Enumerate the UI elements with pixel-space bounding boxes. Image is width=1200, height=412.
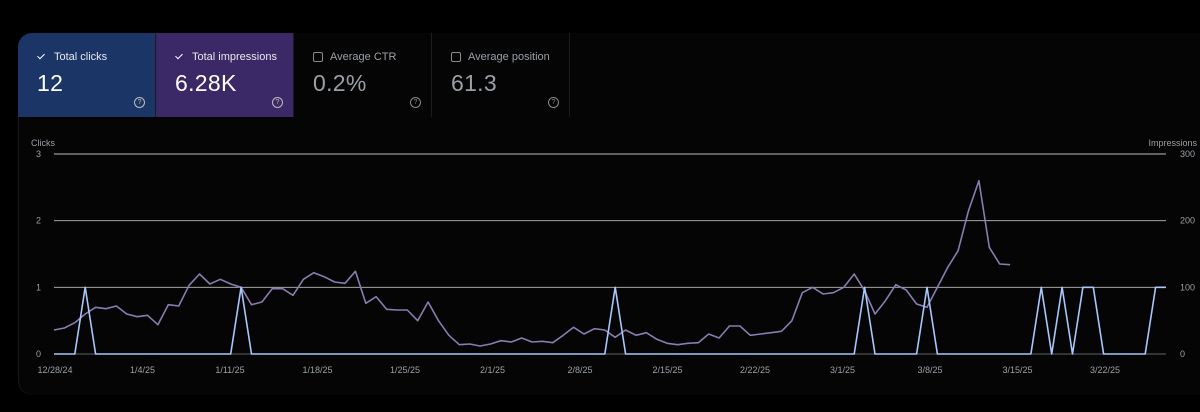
checkbox-icon[interactable] [313,52,323,62]
x-tick-label: 3/1/25 [830,365,855,375]
x-tick-label: 1/4/25 [130,365,155,375]
left-tick-label: 3 [36,149,41,159]
x-tick-label: 3/22/25 [1090,365,1120,375]
help-icon[interactable]: ? [548,97,559,108]
help-icon[interactable]: ? [272,97,283,108]
x-tick-label: 2/8/25 [567,365,592,375]
metric-cards: Total clicks 12 ? Total impressions 6.28… [18,33,570,117]
left-tick-label: 0 [36,349,41,359]
x-tick-label: 2/1/25 [480,365,505,375]
average-position-card[interactable]: Average position 61.3 ? [432,33,570,117]
right-tick-label: 100 [1180,282,1195,292]
axis-labels: Clicks Impressions 0 1 2 3 0 100 200 300 12/28/2… [31,138,1198,375]
metric-label: Average position [468,51,550,63]
performance-panel: Total clicks 12 ? Total impressions 6.28… [18,33,1200,395]
metric-label: Average CTR [330,51,397,63]
metric-value: 0.2% [313,70,367,96]
metric-value: 61.3 [451,70,497,96]
average-ctr-card[interactable]: Average CTR 0.2% ? [294,33,432,117]
metric-label: Total clicks [54,51,108,63]
help-icon[interactable]: ? [134,97,145,108]
series-line-impressions [53,179,1011,347]
left-axis-label: Clicks [31,138,55,148]
right-axis-label: Impressions [1148,138,1197,148]
x-tick-label: 12/28/24 [37,365,72,375]
total-impressions-card[interactable]: Total impressions 6.28K ? [156,33,294,117]
x-tick-label: 2/15/25 [652,365,682,375]
right-tick-label: 200 [1180,216,1195,226]
x-tick-label: 1/18/25 [302,365,332,375]
right-tick-label: 0 [1180,349,1185,359]
total-clicks-card[interactable]: Total clicks 12 ? [18,33,156,117]
x-tick-label: 3/15/25 [1002,365,1032,375]
metric-value: 6.28K [175,70,237,96]
series-lines [53,179,1166,355]
left-tick-label: 1 [36,282,41,292]
x-tick-label: 1/11/25 [215,365,244,375]
checkbox-icon[interactable] [451,52,461,62]
metric-label: Total impressions [192,51,277,63]
left-tick-label: 2 [36,216,41,226]
help-icon[interactable]: ? [410,97,421,108]
x-tick-label: 3/8/25 [917,365,942,375]
x-tick-label: 1/25/25 [390,365,420,375]
metric-value: 12 [37,70,64,96]
x-tick-label: 2/22/25 [740,365,770,375]
series-line-clicks [54,286,1166,355]
right-tick-label: 300 [1180,149,1195,159]
